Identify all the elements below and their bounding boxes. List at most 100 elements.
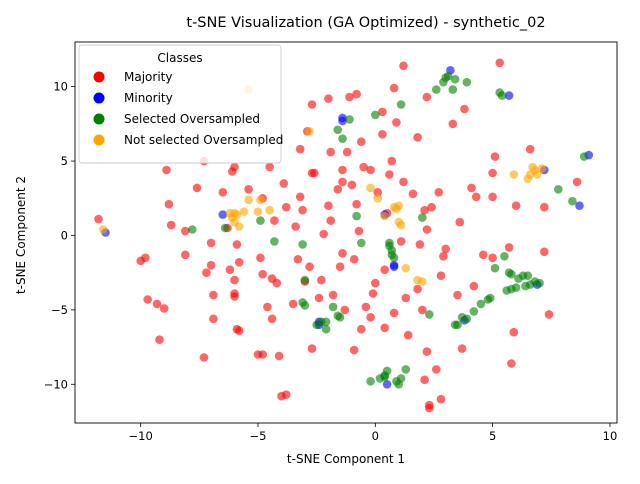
point-majority	[455, 217, 465, 227]
point-not-selected-oversampled	[225, 208, 235, 218]
point-majority	[403, 330, 413, 340]
point-majority	[385, 170, 394, 179]
point-majority	[232, 240, 242, 249]
point-majority	[420, 375, 429, 385]
point-majority	[347, 180, 357, 190]
point-majority	[401, 293, 411, 303]
point-majority	[357, 137, 366, 146]
legend-marker-majority	[93, 71, 105, 83]
point-majority	[162, 165, 171, 175]
point-majority	[270, 216, 279, 225]
point-majority	[192, 183, 202, 193]
point-majority	[295, 144, 305, 154]
point-majority	[399, 177, 408, 187]
point-majority	[319, 229, 329, 239]
point-majority	[307, 344, 317, 353]
point-not-selected-oversampled	[366, 183, 375, 193]
plot-frame	[74, 41, 618, 424]
point-majority	[392, 118, 401, 127]
point-majority	[418, 305, 427, 315]
point-selected-oversampled	[300, 301, 310, 310]
point-selected-oversampled	[382, 366, 392, 376]
point-majority	[471, 192, 481, 202]
point-selected-oversampled	[476, 299, 486, 309]
point-majority	[422, 92, 432, 102]
y-tick-label: −5	[51, 303, 68, 317]
point-not-selected-oversampled	[537, 164, 547, 173]
point-selected-oversampled	[188, 225, 197, 234]
chart-title: t-SNE Visualization (GA Optimized) - syn…	[186, 15, 545, 31]
point-majority	[399, 61, 408, 71]
point-majority	[436, 271, 446, 281]
point-selected-oversampled	[450, 74, 460, 84]
point-majority	[274, 351, 284, 361]
y-tick-label: 0	[61, 228, 68, 242]
point-selected-oversampled	[462, 314, 472, 324]
point-majority	[258, 350, 268, 359]
x-tick-label: −10	[129, 429, 153, 443]
point-selected-oversampled	[418, 213, 427, 222]
point-minority	[504, 91, 514, 100]
y-tick-label: 5	[61, 154, 68, 168]
point-majority	[354, 226, 364, 236]
point-majority	[467, 183, 476, 193]
point-selected-oversampled	[396, 374, 406, 383]
point-majority	[225, 265, 235, 275]
point-majority	[408, 189, 418, 199]
point-majority	[338, 249, 347, 258]
point-selected-oversampled	[321, 324, 331, 334]
point-majority	[507, 359, 516, 368]
point-selected-oversampled	[425, 310, 434, 319]
point-majority	[342, 147, 352, 157]
point-majority	[432, 365, 441, 374]
point-majority	[504, 243, 514, 252]
point-majority	[333, 185, 343, 194]
point-not-selected-oversampled	[239, 207, 249, 216]
point-selected-oversampled	[448, 85, 458, 94]
point-majority	[159, 304, 169, 313]
point-majority	[387, 156, 397, 166]
point-majority	[209, 314, 218, 324]
x-tick-label: 5	[489, 429, 496, 443]
point-not-selected-oversampled	[98, 225, 108, 234]
point-majority	[396, 237, 406, 246]
point-majority	[479, 250, 488, 260]
point-majority	[389, 308, 399, 318]
point-majority	[357, 324, 366, 334]
point-majority	[272, 278, 282, 288]
point-selected-oversampled	[486, 293, 495, 303]
point-selected-oversampled	[490, 263, 500, 273]
legend-label-majority: Majority	[124, 70, 172, 84]
point-majority	[359, 162, 368, 172]
point-selected-oversampled	[352, 211, 361, 221]
point-majority	[209, 290, 218, 300]
point-majority	[281, 390, 291, 400]
point-majority	[152, 299, 162, 309]
point-majority	[352, 89, 361, 99]
point-selected-oversampled	[357, 238, 366, 248]
point-majority	[295, 192, 305, 202]
point-majority	[263, 302, 272, 312]
point-majority	[324, 201, 333, 210]
point-majority	[256, 253, 265, 263]
y-tick-label: 10	[53, 80, 68, 94]
y-axis-label: t-SNE Component 2	[14, 176, 28, 294]
point-majority	[338, 165, 347, 175]
legend-frame	[78, 44, 282, 164]
point-majority	[281, 202, 291, 212]
point-majority	[415, 240, 425, 249]
point-majority	[448, 119, 458, 129]
point-selected-oversampled	[469, 307, 479, 316]
x-tick-label: 10	[603, 429, 618, 443]
point-majority	[314, 293, 324, 303]
point-selected-oversampled	[345, 115, 354, 124]
point-selected-oversampled	[298, 240, 307, 249]
point-majority	[143, 295, 152, 304]
point-majority	[495, 58, 505, 68]
point-majority	[293, 254, 303, 264]
point-majority	[298, 205, 307, 215]
point-majority	[181, 226, 190, 236]
point-majority	[509, 327, 519, 337]
point-selected-oversampled	[432, 85, 441, 94]
